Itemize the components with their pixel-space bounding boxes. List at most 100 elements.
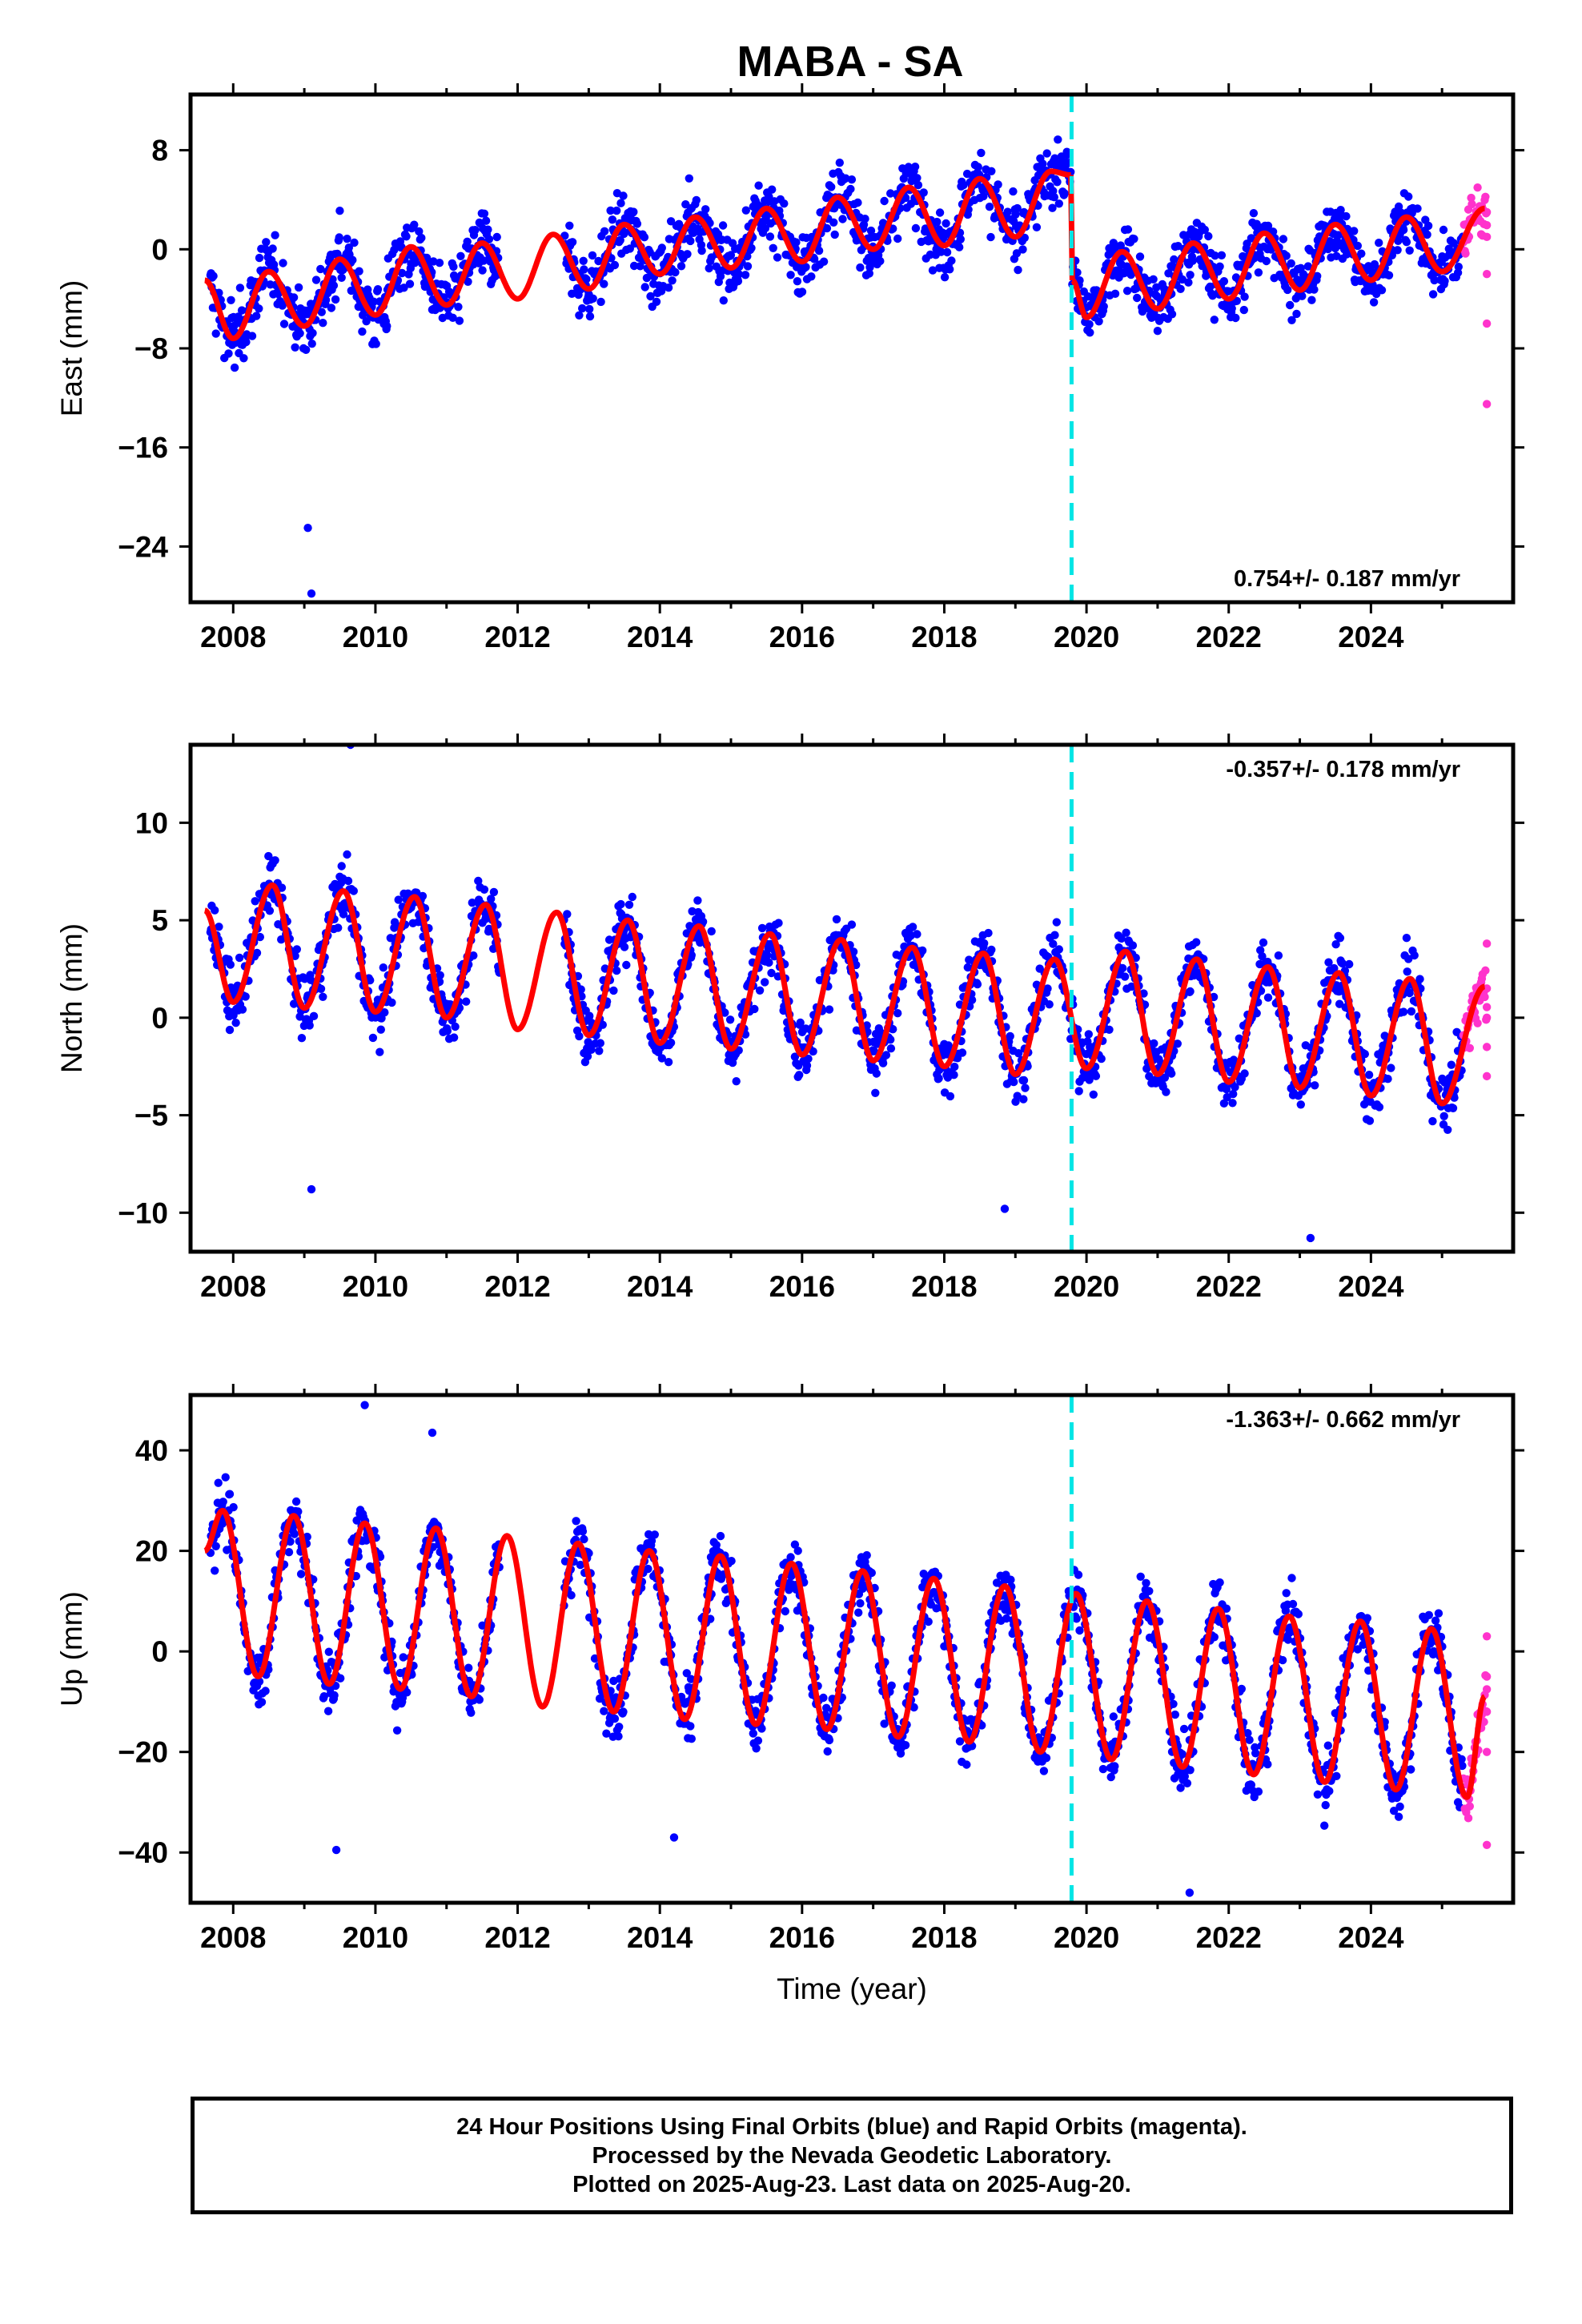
final-orbit-point (823, 1747, 832, 1756)
final-orbit-point (331, 295, 340, 304)
final-orbit-point (893, 1009, 902, 1018)
final-orbit-point (462, 997, 471, 1006)
final-orbit-point (886, 1044, 896, 1053)
final-orbit-point (1050, 154, 1059, 163)
outlier-point (307, 589, 316, 598)
east-model-fit-line-0 (203, 168, 1074, 342)
final-orbit-point (1237, 1684, 1247, 1694)
final-orbit-point (780, 199, 789, 208)
final-orbit-point (400, 283, 408, 292)
rapid-orbit-point (1481, 966, 1490, 975)
rapid-orbit-point (1482, 270, 1492, 279)
final-orbit-point (1099, 302, 1108, 311)
final-orbit-point (1303, 262, 1313, 271)
final-orbit-point (687, 1735, 696, 1743)
final-orbit-point (237, 306, 247, 315)
y-tick-label: 0 (151, 1002, 168, 1035)
final-orbit-point (687, 951, 696, 960)
final-orbit-point (866, 226, 876, 235)
final-orbit-point (1342, 211, 1351, 221)
final-orbit-point (1105, 1025, 1114, 1035)
final-orbit-point (827, 183, 836, 191)
final-orbit-point (984, 928, 993, 938)
final-orbit-point (650, 1530, 659, 1539)
rapid-orbit-point (1468, 199, 1476, 209)
final-orbit-point (308, 328, 317, 338)
final-orbit-point (271, 231, 279, 239)
final-orbit-point (1405, 246, 1414, 255)
final-orbit-point (792, 238, 801, 247)
final-orbit-point (600, 1707, 608, 1715)
final-orbit-point (685, 922, 694, 931)
chart-title: MABA - SA (737, 38, 964, 86)
final-orbit-point (316, 984, 326, 994)
final-orbit-point (596, 1039, 604, 1047)
final-orbit-point (575, 1031, 584, 1041)
final-orbit-point (893, 234, 902, 243)
final-orbit-point (973, 979, 982, 989)
final-orbit-point (913, 180, 923, 190)
final-orbit-point (567, 1590, 576, 1600)
final-orbit-point (255, 304, 263, 313)
final-orbit-point (657, 243, 666, 252)
north-velocity-annotation: -0.357+/- 0.178 mm/yr (1226, 757, 1460, 782)
final-orbit-point (386, 934, 395, 943)
final-orbit-point (1394, 236, 1403, 245)
final-orbit-point (1335, 999, 1344, 1008)
final-orbit-point (959, 180, 968, 190)
final-orbit-point (1402, 238, 1411, 247)
final-orbit-point (234, 312, 243, 321)
final-orbit-point (576, 985, 585, 994)
final-orbit-point (230, 363, 239, 372)
final-orbit-point (1219, 1099, 1229, 1108)
final-orbit-point (608, 215, 617, 224)
final-orbit-point (1231, 1083, 1239, 1092)
final-orbit-point (487, 895, 496, 903)
final-orbit-point (610, 1714, 620, 1723)
final-orbit-point (1313, 271, 1322, 280)
final-orbit-point (1407, 1007, 1416, 1016)
final-orbit-point (1122, 928, 1130, 937)
final-orbit-point (215, 923, 223, 931)
final-orbit-point (252, 948, 262, 958)
final-orbit-point (1084, 1030, 1094, 1039)
final-orbit-point (1387, 1063, 1395, 1072)
final-orbit-point (225, 1025, 235, 1035)
final-orbit-point (1117, 934, 1126, 943)
final-orbit-point (856, 1598, 865, 1608)
final-orbit-point (935, 208, 945, 217)
final-orbit-point (373, 285, 383, 294)
final-orbit-point (640, 233, 649, 242)
final-orbit-point (790, 1052, 800, 1061)
final-orbit-point (919, 188, 928, 197)
final-orbit-point (1200, 225, 1210, 235)
final-orbit-point (768, 185, 777, 194)
final-orbit-point (761, 223, 770, 233)
final-orbit-point (350, 238, 359, 247)
final-orbit-point (1074, 1087, 1083, 1096)
final-orbit-point (1050, 931, 1059, 939)
final-orbit-point (587, 1045, 596, 1055)
final-orbit-point (671, 267, 680, 277)
final-orbit-point (657, 1054, 666, 1063)
final-orbit-point (265, 907, 275, 915)
final-orbit-point (753, 1736, 763, 1745)
final-orbit-point (1118, 963, 1127, 973)
final-orbit-point (316, 264, 325, 274)
final-orbit-point (344, 243, 353, 252)
final-orbit-point (1109, 1712, 1118, 1721)
final-orbit-point (1288, 1599, 1298, 1609)
final-orbit-point (934, 1074, 943, 1083)
final-orbit-point (261, 1687, 270, 1695)
final-orbit-point (632, 219, 642, 228)
final-orbit-point (829, 218, 838, 227)
final-orbit-point (1039, 1767, 1049, 1775)
final-orbit-point (1142, 1064, 1151, 1073)
final-orbit-point (277, 883, 287, 892)
final-orbit-point (1122, 287, 1132, 296)
final-orbit-point (1263, 221, 1273, 231)
final-orbit-point (707, 927, 716, 936)
final-orbit-point (1258, 952, 1267, 961)
final-orbit-point (1053, 178, 1062, 187)
final-orbit-point (578, 304, 587, 313)
